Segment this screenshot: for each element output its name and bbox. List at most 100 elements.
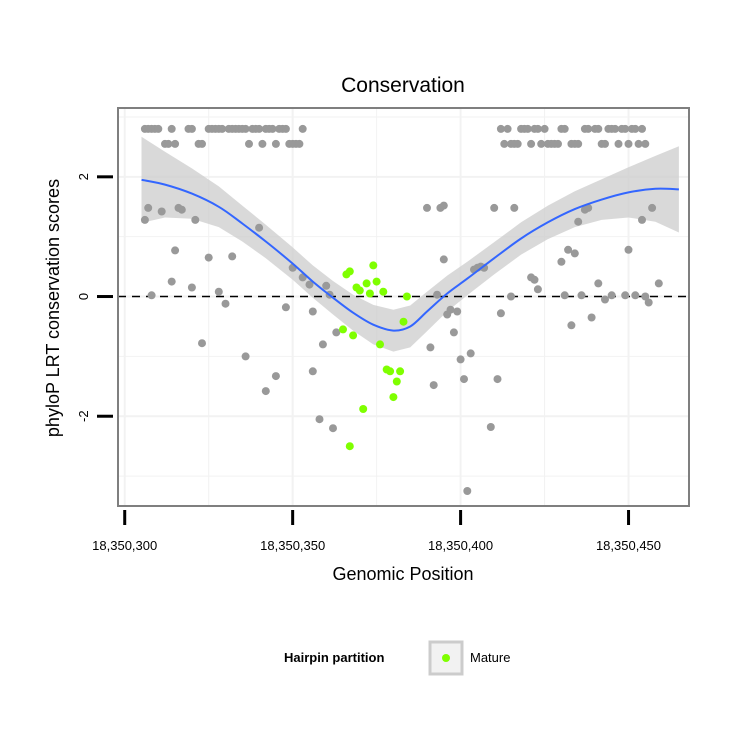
point-other — [503, 124, 512, 133]
point-other — [453, 307, 462, 316]
point-other — [322, 281, 331, 290]
point-other — [255, 223, 264, 232]
point-other — [530, 275, 539, 284]
point-other — [631, 124, 640, 133]
point-other — [449, 328, 458, 337]
point-other — [228, 252, 237, 261]
point-other — [258, 139, 267, 148]
legend-key-box — [428, 640, 464, 676]
point-other — [187, 124, 196, 133]
point-other — [154, 124, 163, 133]
point-other — [641, 292, 650, 301]
point-other — [329, 424, 337, 433]
legend-key-mature-dot — [442, 654, 450, 662]
point-other — [433, 290, 442, 299]
point-other — [221, 299, 230, 308]
point-other — [493, 375, 502, 384]
panel-background — [118, 108, 689, 506]
point-other — [486, 423, 495, 431]
point-other — [204, 253, 213, 262]
point-mature — [372, 277, 381, 286]
point-other — [554, 139, 562, 148]
point-other — [540, 124, 549, 133]
point-other — [426, 343, 435, 352]
point-other — [496, 124, 505, 133]
point-other — [523, 124, 532, 133]
point-other — [271, 372, 280, 381]
point-other — [634, 139, 643, 148]
point-other — [318, 340, 327, 349]
point-mature — [376, 340, 384, 349]
y-axis-title: phyloP LRT conservation scores — [43, 179, 63, 437]
point-mature — [349, 331, 358, 340]
point-mature — [345, 442, 354, 451]
point-other — [594, 124, 603, 133]
point-mature — [345, 267, 354, 276]
point-other — [147, 291, 156, 300]
point-other — [218, 124, 227, 133]
y-tick-label: 0 — [76, 293, 91, 300]
grid-lines — [118, 108, 689, 506]
point-other — [654, 279, 663, 288]
point-other — [298, 124, 307, 133]
point-other — [533, 124, 542, 133]
point-other — [584, 124, 593, 133]
point-other — [587, 313, 596, 322]
point-other — [171, 246, 180, 255]
legend-label-mature: Mature — [470, 650, 510, 665]
point-other — [500, 139, 509, 148]
point-other — [621, 291, 630, 300]
point-other — [439, 255, 448, 264]
x-axis-title: Genomic Position — [332, 564, 473, 584]
point-mature — [359, 405, 368, 413]
point-other — [332, 328, 341, 337]
panel-border — [117, 107, 690, 507]
point-other — [167, 277, 176, 286]
point-other — [281, 124, 290, 133]
smooth-trend-line — [141, 178, 679, 332]
point-other — [177, 205, 186, 214]
point-mature — [396, 367, 405, 376]
point-other — [241, 124, 250, 133]
point-other — [171, 139, 180, 148]
point-other — [644, 298, 653, 307]
point-other — [527, 139, 536, 148]
x-tick-label: 18,350,400 — [428, 538, 493, 553]
x-tick-label: 18,350,350 — [260, 538, 325, 553]
point-other — [513, 139, 522, 148]
point-other — [574, 139, 583, 148]
point-other — [268, 124, 277, 133]
point-other — [584, 203, 593, 212]
y-tick-label: -2 — [76, 410, 91, 422]
point-other — [560, 291, 569, 300]
plot-panel — [117, 107, 690, 507]
y-axis: -2 0 2 — [76, 173, 113, 422]
point-other — [164, 139, 173, 148]
point-other — [315, 415, 324, 424]
point-other — [456, 355, 465, 364]
point-other — [537, 139, 546, 148]
point-other — [638, 124, 646, 133]
point-other — [198, 139, 206, 148]
point-other — [648, 203, 657, 212]
point-other — [601, 295, 609, 304]
point-other — [624, 139, 633, 148]
point-other — [187, 283, 196, 292]
point-other — [439, 201, 448, 210]
point-other — [533, 285, 542, 294]
point-other — [631, 291, 640, 300]
point-other — [140, 215, 149, 224]
point-mature — [365, 289, 374, 298]
point-mature — [389, 393, 398, 402]
chart-title: Conservation — [341, 74, 465, 97]
legend: Hairpin partition Mature — [284, 640, 510, 676]
x-tick-label: 18,350,450 — [596, 538, 661, 553]
point-other — [308, 307, 317, 316]
point-other — [305, 280, 314, 289]
point-other — [446, 305, 455, 314]
point-other — [463, 487, 472, 495]
point-other — [423, 203, 431, 212]
point-other — [490, 203, 499, 212]
point-other — [241, 352, 250, 361]
